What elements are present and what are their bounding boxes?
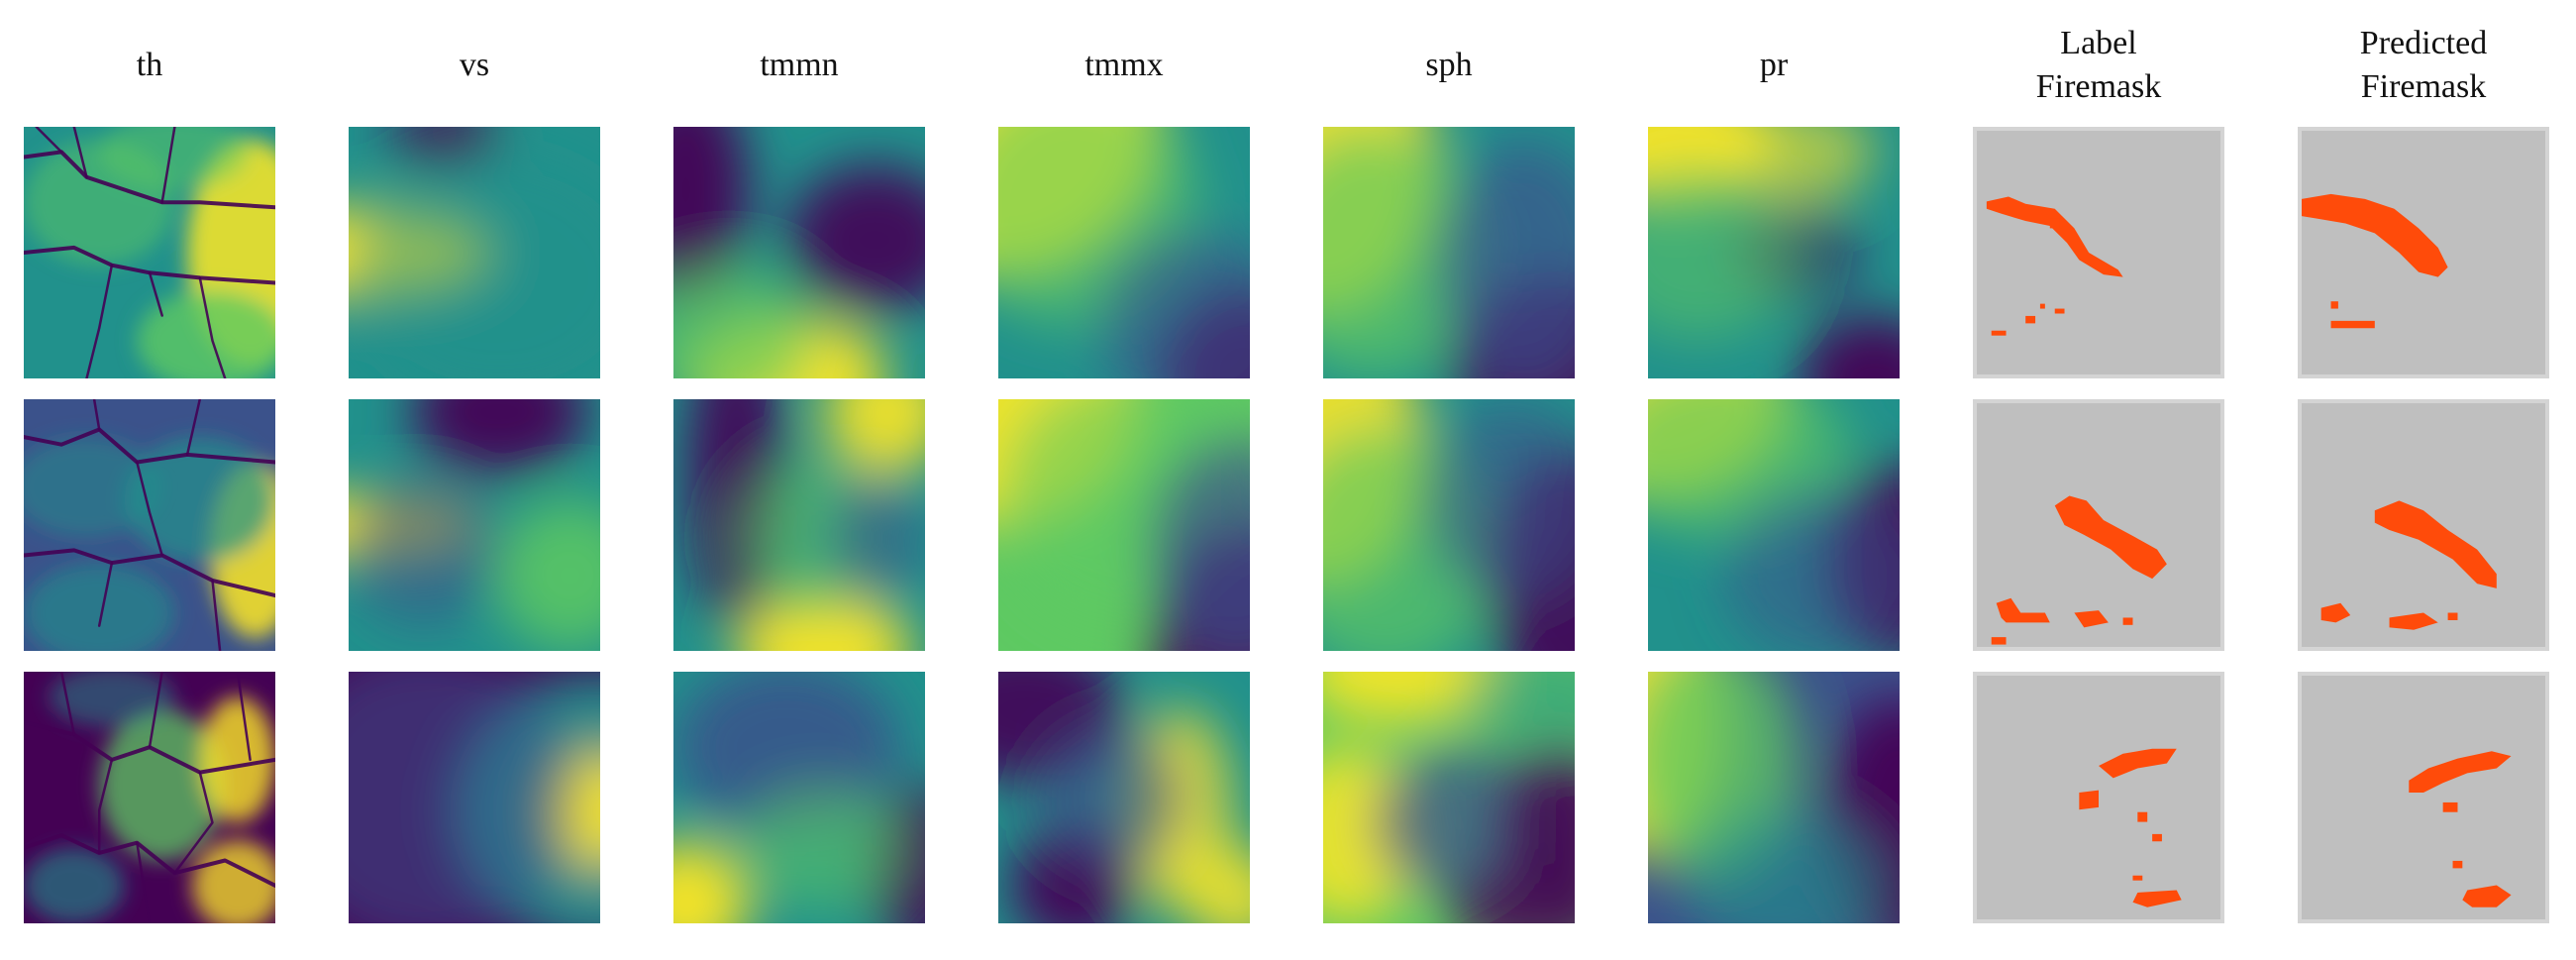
panel-pr-row-2 [1648, 399, 1900, 651]
column-title-sph: sph [1310, 44, 1588, 87]
column-title-th: th [11, 44, 288, 87]
column-title-label: Label Firemask [1960, 22, 2237, 109]
column-title-vs: vs [336, 44, 613, 87]
panel-image-pr-row-2 [1648, 399, 1900, 651]
panel-sph-row-3 [1323, 672, 1575, 923]
panel-vs-row-2 [349, 399, 600, 651]
panel-image-tmmx-row-2 [998, 399, 1250, 651]
panel-vs-row-1 [349, 127, 600, 378]
panel-th-row-3 [24, 672, 275, 923]
column-title-th-line: th [136, 47, 163, 83]
panel-label-row-3 [1973, 672, 2224, 923]
column-title-predicted: Predicted Firemask [2285, 22, 2562, 109]
panel-tmmx-row-3 [998, 672, 1250, 923]
column-title-predicted-line: Predicted [2359, 25, 2488, 61]
panel-vs-row-3 [349, 672, 600, 923]
column-title-tmmx-line: tmmx [1084, 47, 1164, 83]
panel-image-predicted-row-3 [2302, 676, 2545, 919]
panel-image-label-row-1 [1977, 131, 2220, 374]
panel-image-th-row-3 [24, 672, 275, 923]
panel-image-tmmn-row-1 [673, 127, 925, 378]
panel-image-pr-row-1 [1648, 127, 1900, 378]
panel-image-th-row-1 [24, 127, 275, 378]
column-title-label-line: Label [2060, 25, 2137, 61]
panel-tmmx-row-2 [998, 399, 1250, 651]
panel-image-predicted-row-2 [2302, 403, 2545, 647]
panel-image-vs-row-3 [349, 672, 600, 923]
column-title-pr: pr [1635, 44, 1912, 87]
column-title-tmmn: tmmn [661, 44, 938, 87]
panel-th-row-1 [24, 127, 275, 378]
panel-image-tmmx-row-1 [998, 127, 1250, 378]
panel-image-label-row-2 [1977, 403, 2220, 647]
column-title-vs-line: vs [459, 47, 490, 83]
panel-sph-row-2 [1323, 399, 1575, 651]
panel-pr-row-3 [1648, 672, 1900, 923]
panel-th-row-2 [24, 399, 275, 651]
panel-tmmn-row-2 [673, 399, 925, 651]
panel-image-vs-row-1 [349, 127, 600, 378]
panel-image-tmmx-row-3 [998, 672, 1250, 923]
panel-tmmx-row-1 [998, 127, 1250, 378]
column-title-pr-line: pr [1759, 47, 1789, 83]
column-title-predicted-line: Firemask [2360, 68, 2487, 105]
panel-tmmn-row-1 [673, 127, 925, 378]
panel-image-tmmn-row-3 [673, 672, 925, 923]
panel-sph-row-1 [1323, 127, 1575, 378]
panel-label-row-1 [1973, 127, 2224, 378]
panel-image-sph-row-2 [1323, 399, 1575, 651]
column-title-label-line: Firemask [2035, 68, 2162, 105]
panel-image-th-row-2 [24, 399, 275, 651]
panel-image-sph-row-3 [1323, 672, 1575, 923]
panel-tmmn-row-3 [673, 672, 925, 923]
panel-label-row-2 [1973, 399, 2224, 651]
panel-image-label-row-3 [1977, 676, 2220, 919]
column-title-tmmn-line: tmmn [760, 47, 839, 83]
panel-predicted-row-2 [2298, 399, 2549, 651]
panel-image-vs-row-2 [349, 399, 600, 651]
panel-pr-row-1 [1648, 127, 1900, 378]
panel-image-tmmn-row-2 [673, 399, 925, 651]
column-title-tmmx: tmmx [985, 44, 1263, 87]
panel-predicted-row-1 [2298, 127, 2549, 378]
panel-image-pr-row-3 [1648, 672, 1900, 923]
panel-image-predicted-row-1 [2302, 131, 2545, 374]
panel-predicted-row-3 [2298, 672, 2549, 923]
column-title-sph-line: sph [1425, 47, 1473, 83]
panel-image-sph-row-1 [1323, 127, 1575, 378]
